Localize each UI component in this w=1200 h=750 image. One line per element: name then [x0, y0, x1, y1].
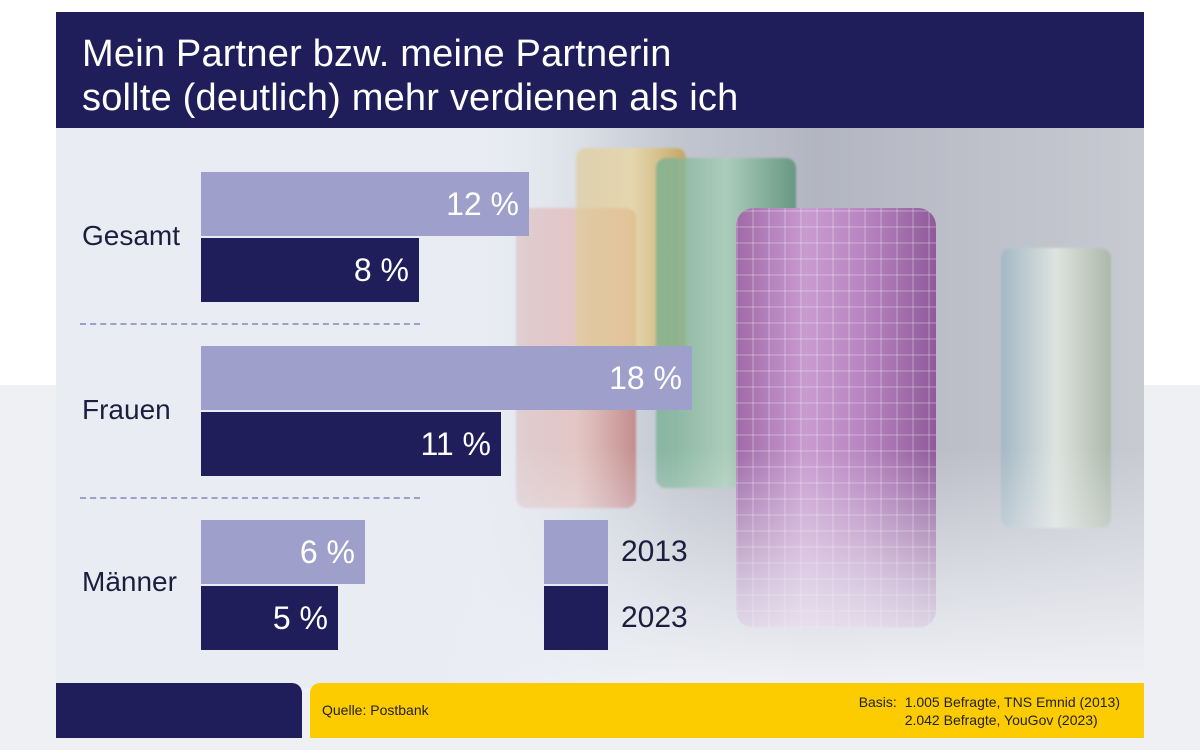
basis-line-2023: 2.042 Befragte, YouGov (2023) [904, 712, 1098, 728]
basis-line-2013: 1.005 Befragte, TNS Emnid (2013) [904, 694, 1120, 710]
category-label-frauen: Frauen [82, 394, 171, 425]
group-divider [80, 497, 420, 499]
bar-value-label: 12 % [446, 186, 519, 222]
basis-label: Basis: [858, 694, 897, 710]
money-photo-background [56, 128, 1144, 688]
bar-value-label: 6 % [299, 534, 355, 570]
bar-value-label: 8 % [353, 252, 409, 288]
legend-swatch-2023 [544, 586, 608, 650]
legend-swatch-2013 [544, 520, 608, 584]
title-line-1: Mein Partner bzw. meine Partnerin [82, 33, 672, 75]
category-label-maenner: Männer [82, 566, 177, 597]
source-text: Quelle: Postbank [322, 702, 429, 718]
group-divider [80, 323, 420, 325]
bar-value-label: 5 % [272, 600, 328, 636]
bar-value-label: 18 % [609, 360, 682, 396]
bar-gesamt-2013: 12 % [201, 172, 529, 236]
title-line-2: sollte (deutlich) mehr verdienen als ich [82, 77, 739, 119]
legend-label-2023: 2023 [621, 601, 688, 634]
bar-gesamt-2023: 8 % [201, 238, 419, 302]
footer-source-bar: Quelle: Postbank Basis: 1.005 Befragte, … [310, 683, 1144, 738]
bar-maenner-2023: 5 % [201, 586, 338, 650]
basis-note: Basis: 1.005 Befragte, TNS Emnid (2013) … [859, 693, 1120, 729]
bar-maenner-2013: 6 % [201, 520, 365, 584]
legend-label-2013: 2013 [621, 535, 688, 568]
bar-frauen-2023: 11 % [201, 412, 501, 476]
footer-accent-block [56, 683, 302, 738]
bar-value-label: 11 % [420, 426, 491, 462]
bar-frauen-2013: 18 % [201, 346, 692, 410]
category-label-gesamt: Gesamt [82, 220, 181, 251]
infographic-card: Mein Partner bzw. meine Partnerin sollte… [56, 12, 1144, 738]
title-banner: Mein Partner bzw. meine Partnerin sollte… [56, 12, 1144, 128]
